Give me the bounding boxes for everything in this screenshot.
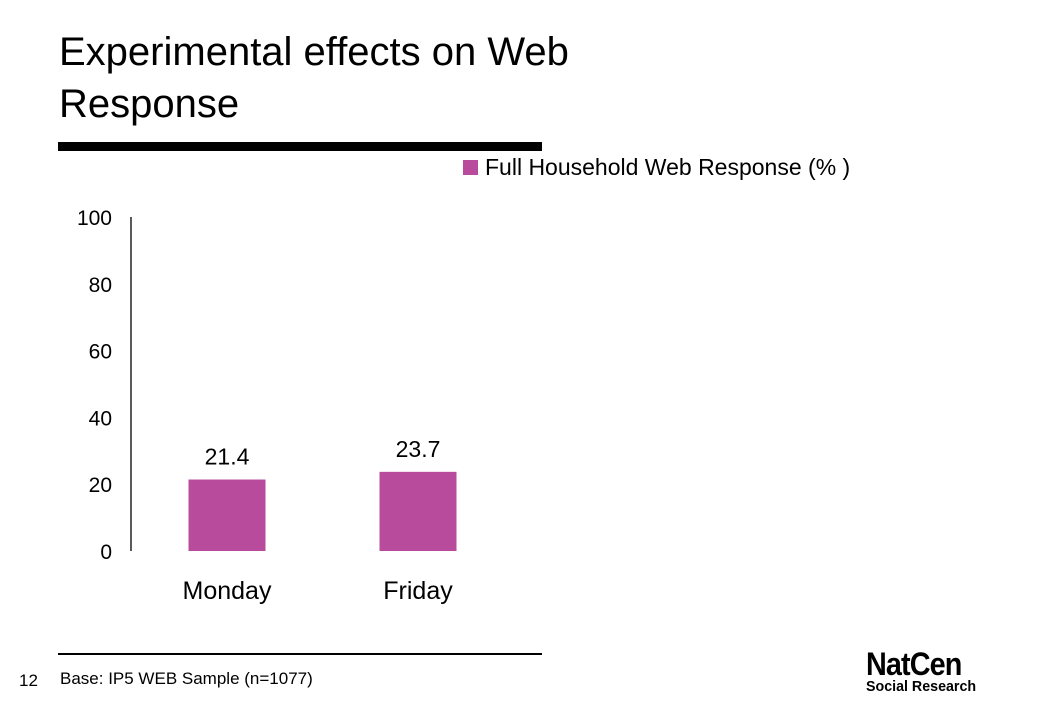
natcen-logo: NatCen Social Research: [866, 648, 986, 696]
logo-tagline: Social Research: [866, 678, 977, 695]
y-tick-label: 40: [89, 407, 112, 430]
y-tick-label: 20: [89, 474, 112, 497]
legend-label: Full Household Web Response (% ): [485, 153, 851, 180]
bar: [188, 479, 266, 551]
y-tick-label: 80: [89, 274, 112, 297]
page-number: 12: [19, 671, 38, 690]
y-tick-label: 100: [77, 207, 112, 230]
logo-wordmark: NatCen: [866, 646, 962, 682]
data-label: 23.7: [396, 436, 441, 462]
data-label: 21.4: [205, 444, 250, 470]
title-underline: [58, 142, 542, 151]
base-note: Base: IP5 WEB Sample (n=1077): [60, 669, 313, 688]
bar: [379, 471, 457, 551]
footer-rule: [58, 653, 542, 655]
y-tick-label: 0: [100, 541, 112, 564]
legend-swatch: [463, 159, 478, 175]
slide-title: Experimental effects on Web Response: [59, 30, 569, 126]
y-tick-label: 60: [89, 341, 112, 364]
category-label: Monday: [183, 577, 272, 605]
category-label: Friday: [383, 577, 453, 605]
chart-legend: Full Household Web Response (% ): [463, 152, 850, 182]
